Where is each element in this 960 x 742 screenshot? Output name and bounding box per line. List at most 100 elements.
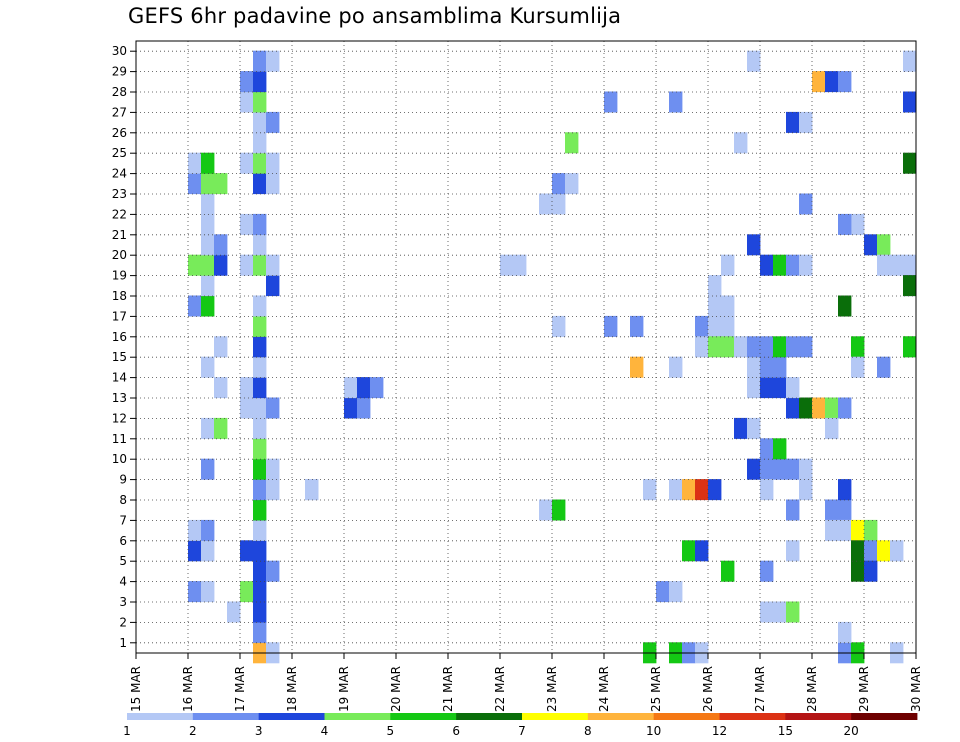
heatmap-cell	[825, 519, 839, 541]
legend-label: 2	[189, 724, 197, 738]
heatmap-cell	[812, 71, 826, 93]
heatmap-cell	[851, 560, 865, 582]
heatmap-cell	[903, 50, 917, 72]
y-tick-label: 20	[112, 248, 127, 262]
legend-swatch	[785, 713, 852, 720]
heatmap-cell	[253, 601, 267, 623]
x-tick-label: 30 MAR	[909, 666, 923, 712]
y-tick-label: 4	[119, 575, 127, 589]
legend-label: 1	[123, 724, 131, 738]
heatmap-cell	[695, 336, 709, 358]
heatmap-cell	[721, 560, 735, 582]
x-tick-label: 26 MAR	[701, 666, 715, 712]
y-tick-label: 22	[112, 207, 127, 221]
heatmap-cell	[240, 397, 254, 419]
heatmap-cell	[266, 152, 280, 174]
heatmap-cell	[838, 71, 852, 93]
heatmap-cell	[253, 71, 267, 93]
legend-label: 8	[584, 724, 592, 738]
legend-label: 4	[321, 724, 329, 738]
heatmap-cell	[695, 315, 709, 337]
heatmap-cell	[240, 581, 254, 603]
heatmap-cell	[708, 295, 722, 317]
heatmap-cell	[240, 71, 254, 93]
heatmap-cell	[760, 336, 774, 358]
heatmap-cell	[747, 336, 761, 358]
heatmap-cell	[747, 356, 761, 378]
heatmap-cell	[214, 173, 228, 195]
color-legend: 1 2 3 4 5 6 7 8 10 12 15 20	[123, 713, 918, 738]
heatmap-cell	[305, 479, 319, 501]
heatmap-cell	[552, 173, 566, 195]
legend-swatch	[390, 713, 457, 720]
legend-swatch	[324, 713, 391, 720]
heatmap-cell	[903, 152, 917, 174]
heatmap-cell	[188, 152, 202, 174]
legend-swatch	[851, 713, 918, 720]
heatmap-cell	[227, 601, 241, 623]
heatmap-cell	[240, 152, 254, 174]
heatmap-cell	[786, 111, 800, 133]
heatmap-cell	[864, 540, 878, 562]
heatmap-cell	[851, 519, 865, 541]
y-tick-label: 7	[119, 513, 127, 527]
heatmap-cell	[552, 193, 566, 215]
heatmap-cell	[669, 356, 683, 378]
heatmap-cell	[604, 91, 618, 113]
heatmap-cell	[708, 275, 722, 297]
heatmap-cell	[266, 173, 280, 195]
heatmap-cell	[708, 336, 722, 358]
heatmap-cell	[838, 479, 852, 501]
heatmap-cell	[214, 417, 228, 439]
y-tick-label: 19	[112, 269, 127, 283]
y-tick-label: 5	[119, 554, 127, 568]
heatmap-cell	[214, 234, 228, 256]
y-tick-label: 3	[119, 595, 127, 609]
heatmap-cell	[747, 234, 761, 256]
y-tick-label: 24	[112, 167, 127, 181]
x-tick-label: 17 MAR	[233, 666, 247, 712]
heatmap-cell	[266, 458, 280, 480]
y-tick-label: 12	[112, 411, 127, 425]
heatmap-cell	[344, 377, 358, 399]
y-tick-label: 17	[112, 309, 127, 323]
heatmap-cell	[630, 315, 644, 337]
heatmap-cell	[734, 132, 748, 154]
legend-label: 15	[778, 724, 793, 738]
heatmap-cell	[851, 356, 865, 378]
heatmap-cell	[747, 377, 761, 399]
heatmap-cell	[201, 519, 215, 541]
x-tick-label: 24 MAR	[597, 666, 611, 712]
heatmap-cell	[812, 397, 826, 419]
heatmap-cell	[201, 417, 215, 439]
heatmap-cell	[201, 295, 215, 317]
x-tick-label: 27 MAR	[753, 666, 767, 712]
heatmap-cell	[903, 275, 917, 297]
heatmap-cell	[877, 254, 891, 276]
y-tick-label: 6	[119, 534, 127, 548]
heatmap-cell	[682, 540, 696, 562]
heatmap-cell	[344, 397, 358, 419]
heatmap-cell	[786, 499, 800, 521]
heatmap-cell	[513, 254, 527, 276]
heatmap-cell	[838, 295, 852, 317]
y-tick-label: 25	[112, 146, 127, 160]
legend-swatch	[719, 713, 786, 720]
heatmap-cell	[864, 234, 878, 256]
heatmap-cell	[825, 397, 839, 419]
heatmap-cell	[253, 377, 267, 399]
heatmap-cell	[266, 275, 280, 297]
heatmap-cell	[253, 213, 267, 235]
heatmap-cell	[188, 540, 202, 562]
heatmap-cell	[214, 254, 228, 276]
heatmap-cell	[903, 336, 917, 358]
heatmap-cell	[253, 356, 267, 378]
heatmap-cell	[188, 295, 202, 317]
x-tick-label: 15 MAR	[129, 666, 143, 712]
heatmap-cell	[266, 50, 280, 72]
heatmap-cell	[851, 540, 865, 562]
heatmap-cell	[201, 234, 215, 256]
heatmap-cell	[786, 540, 800, 562]
heatmap-cell	[266, 254, 280, 276]
heatmap-cell	[838, 213, 852, 235]
